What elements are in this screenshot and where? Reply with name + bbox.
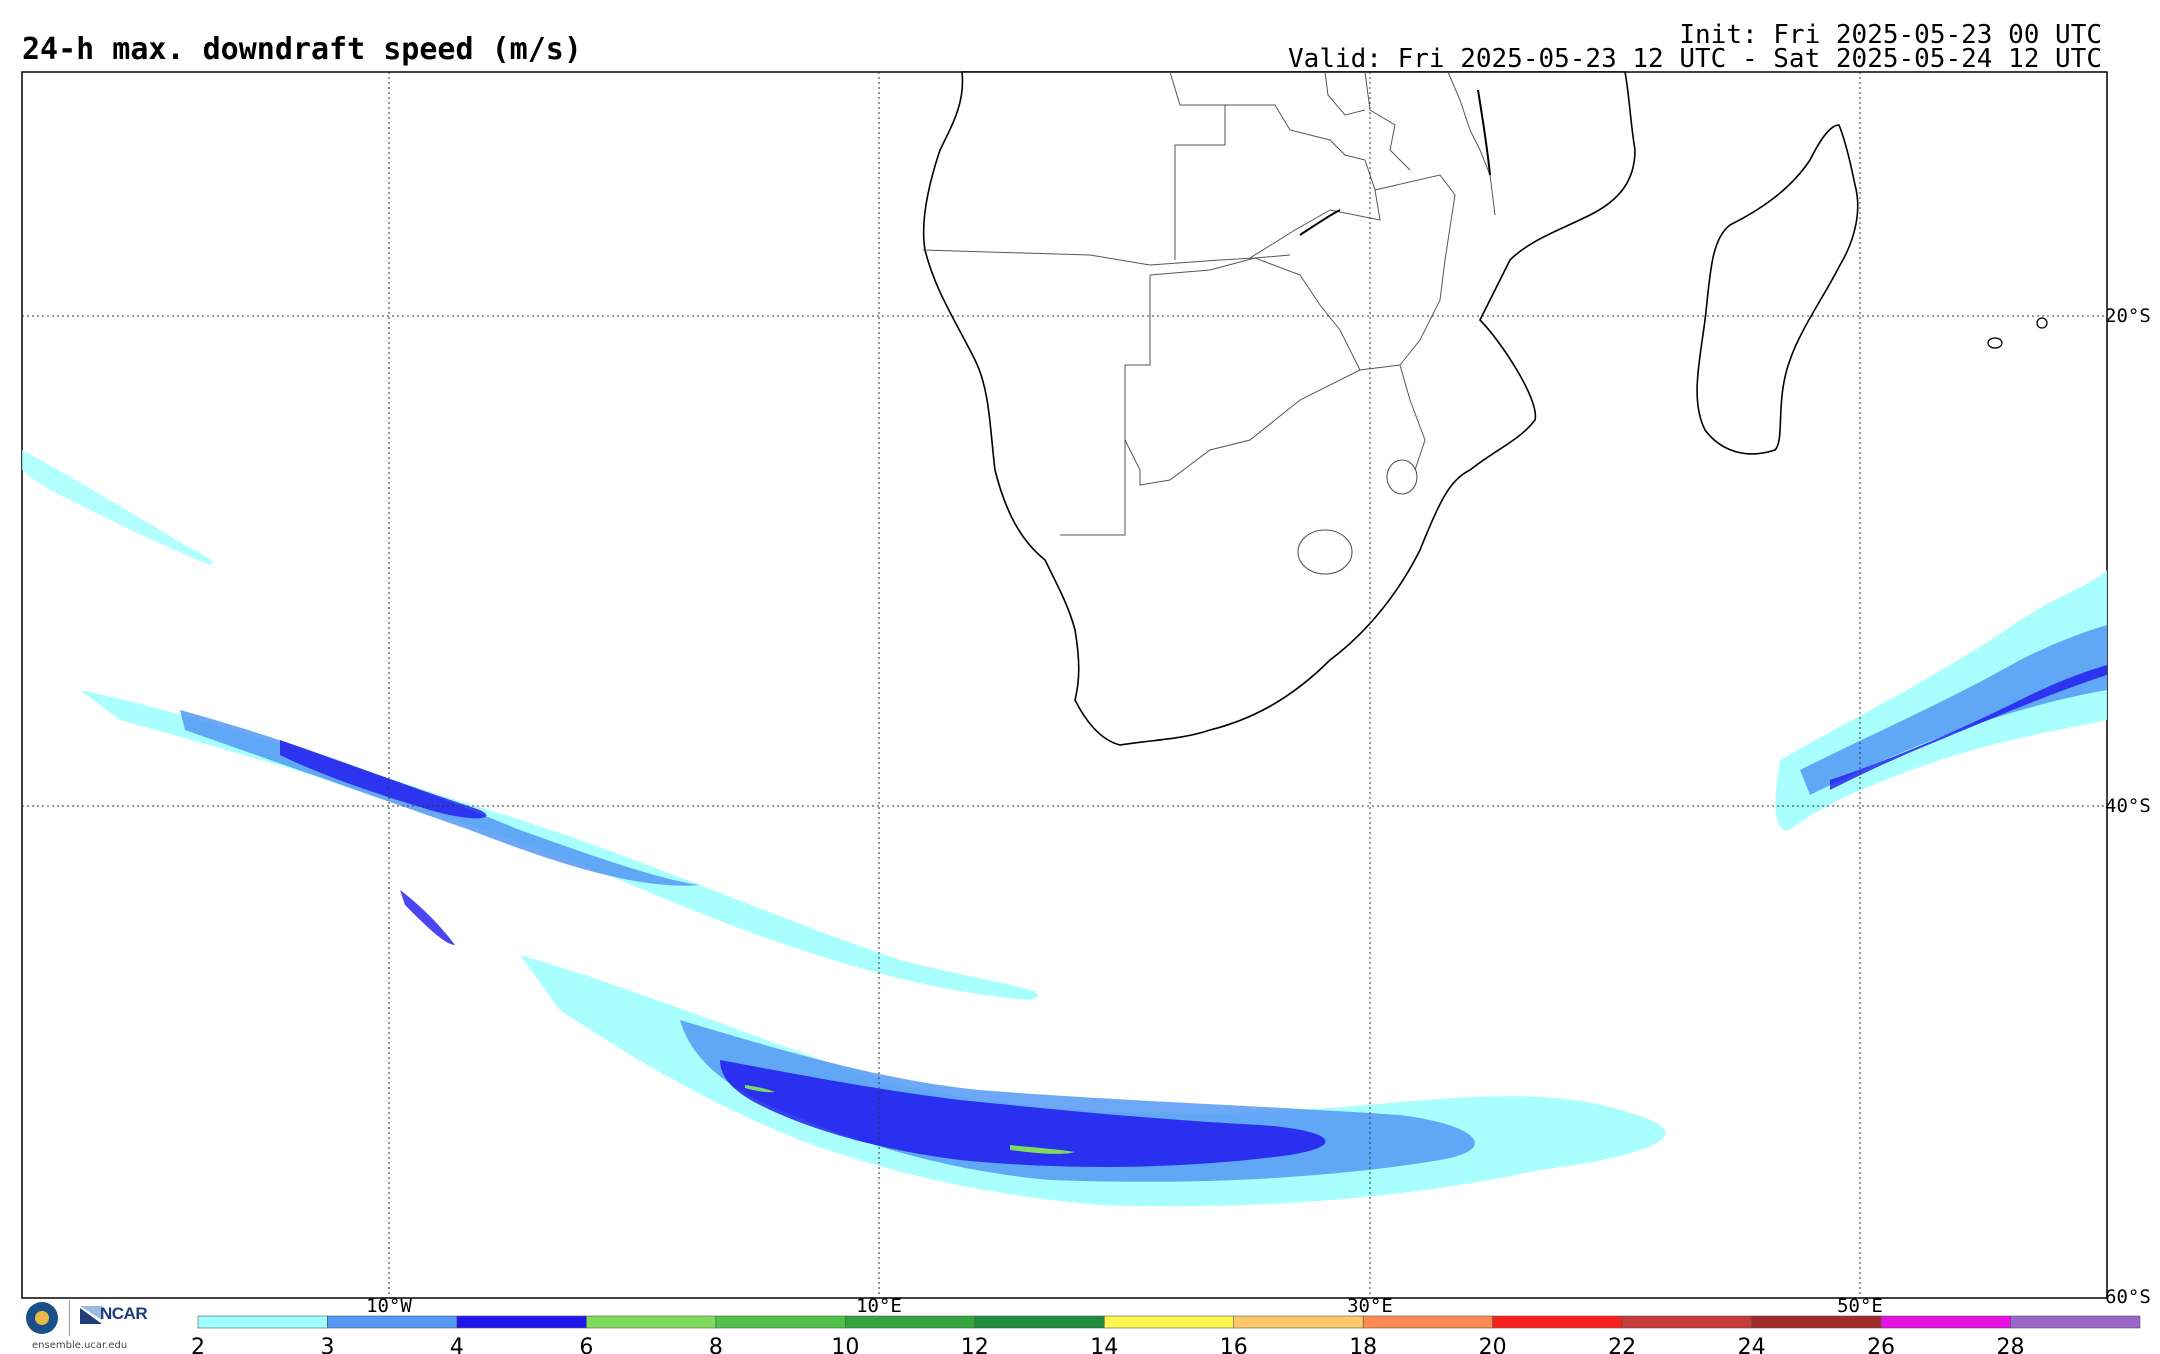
downdraft-patch-northwest	[22, 450, 213, 565]
lake-lesotho-outline	[1297, 529, 1353, 575]
footer-url: ensemble.ucar.edu	[32, 1340, 128, 1351]
colorbar-segment	[845, 1315, 976, 1329]
colorbar-segment	[586, 1315, 717, 1329]
lon-label-50e: 50°E	[1837, 1295, 1883, 1317]
downdraft-band-east-core	[1830, 665, 2107, 790]
lake-kariba	[1299, 209, 1341, 236]
downdraft-band-south-core	[720, 1060, 1326, 1167]
colorbar-tick-label: 12	[961, 1335, 989, 1354]
downdraft-band-east-mid	[1800, 625, 2107, 795]
colorbar-tick-label: 26	[1867, 1335, 1895, 1354]
colorbar-segment	[974, 1315, 1105, 1329]
lon-label-10w: 10°W	[366, 1295, 412, 1317]
colorbar-segment	[715, 1315, 846, 1329]
ncar-logo-text: NCAR	[100, 1304, 148, 1323]
downdraft-band-west-streak	[400, 890, 455, 945]
africa-landmass	[922, 71, 1636, 746]
lat-label-60s: 60°S	[2105, 1286, 2151, 1308]
graticule	[22, 72, 2107, 1298]
colorbar-tick-label: 6	[579, 1335, 593, 1354]
logo-divider	[69, 1300, 70, 1336]
colorbar: 2 3 4 6 8 10 12 14 16 18 20 22 24 26 28	[191, 1315, 2141, 1354]
nsf-logo	[26, 1302, 58, 1334]
downdraft-band-west-core	[280, 740, 487, 819]
colorbar-segment	[1751, 1315, 1882, 1329]
colorbar-tick-label: 4	[450, 1335, 464, 1354]
colorbar-segment	[1233, 1315, 1364, 1329]
colorbar-segment	[2010, 1315, 2141, 1329]
downdraft-shading	[22, 450, 2107, 1207]
colorbar-tick-label: 10	[831, 1335, 859, 1354]
colorbar-segment	[456, 1315, 587, 1329]
colorbar-tick-label: 24	[1738, 1335, 1766, 1354]
colorbar-tick-label: 16	[1220, 1335, 1248, 1354]
colorbar-segment	[1880, 1315, 2011, 1329]
colorbar-tick-label: 8	[709, 1335, 723, 1354]
map-title: 24-h max. downdraft speed (m/s)	[22, 32, 582, 67]
downdraft-band-south-green-2	[745, 1085, 775, 1093]
colorbar-segment	[197, 1315, 328, 1329]
init-time: Init: Fri 2025-05-23 00 UTC	[1679, 20, 2102, 50]
reunion-island	[2036, 317, 2048, 329]
lat-label-40s: 40°S	[2105, 795, 2151, 817]
country-borders	[922, 71, 1496, 536]
colorbar-segment	[1492, 1315, 1623, 1329]
colorbar-tick-label: 2	[191, 1335, 205, 1354]
colorbar-segment	[327, 1315, 458, 1329]
colorbar-tick-label: 18	[1349, 1335, 1377, 1354]
ncar-logo-icon	[80, 1306, 102, 1324]
lon-label-10e: 10°E	[856, 1295, 902, 1317]
lat-label-20s: 20°S	[2105, 305, 2151, 327]
madagascar-landmass	[1696, 124, 1859, 455]
colorbar-tick-label: 28	[1997, 1335, 2025, 1354]
colorbar-tick-label: 3	[320, 1335, 334, 1354]
valid-time-range: Valid: Fri 2025-05-23 12 UTC - Sat 2025-…	[1288, 44, 2102, 74]
mauritius-island	[1987, 337, 2003, 349]
colorbar-segment	[1362, 1315, 1493, 1329]
colorbar-segment	[1103, 1315, 1235, 1329]
colorbar-tick-label: 20	[1479, 1335, 1507, 1354]
colorbar-tick-label: 22	[1608, 1335, 1636, 1354]
footer-logos: NCAR ensemble.ucar.edu	[22, 1298, 162, 1354]
lon-label-30e: 30°E	[1347, 1295, 1393, 1317]
lake-malawi	[1477, 89, 1491, 176]
eswatini-outline	[1386, 459, 1418, 495]
colorbar-segment	[1621, 1315, 1752, 1329]
downdraft-band-south-green	[1010, 1145, 1075, 1154]
colorbar-tick-label: 14	[1090, 1335, 1118, 1354]
